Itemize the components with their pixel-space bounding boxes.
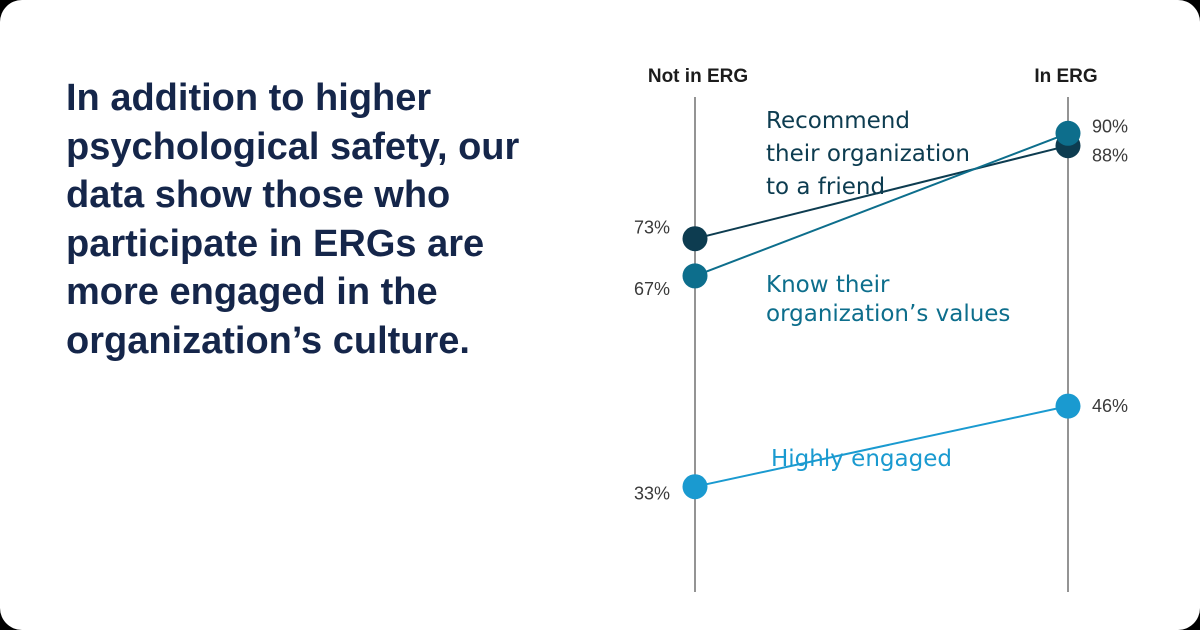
value-label-in-erg-1: 90% [1092,116,1128,136]
data-point-not-in-erg-0 [682,226,708,252]
data-point-in-erg-1 [1055,120,1081,146]
value-label-not-in-erg-0: 73% [634,218,670,238]
series-line-0 [694,144,1069,240]
value-label-in-erg-0: 88% [1092,146,1128,166]
data-point-in-erg-2 [1055,393,1081,419]
headline: In addition to higher psychological safe… [66,77,520,362]
value-label-not-in-erg-1: 67% [634,279,670,299]
series-label-1: Know their organization’s values [766,272,1010,327]
data-point-not-in-erg-1 [682,263,708,289]
series-label-2: Highly engaged [771,446,952,472]
series-label-0: Recommend their organization to a friend [766,108,970,200]
value-label-not-in-erg-2: 33% [634,484,670,504]
value-label-in-erg-2: 46% [1092,396,1128,416]
data-point-not-in-erg-2 [682,474,708,500]
column-header-not-in-erg: Not in ERG [648,66,748,87]
column-header-in-erg: In ERG [1034,66,1097,87]
series-line-2 [694,405,1069,488]
series-line-1 [694,132,1069,277]
